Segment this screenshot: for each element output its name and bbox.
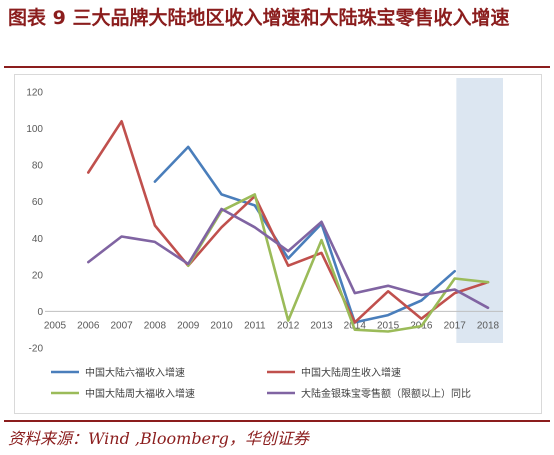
- forecast-highlight-band: [456, 78, 503, 343]
- series-line-1: [153, 145, 457, 324]
- y-tick-label: 80: [32, 161, 44, 172]
- x-tick-label: 2015: [377, 320, 400, 331]
- x-tick-label: 2005: [44, 320, 67, 331]
- y-tick-label: 20: [32, 270, 44, 281]
- line-chart: -20 0 20 40 60 80 100 120 2005 2006 2007 2008 2009 20…: [26, 78, 503, 400]
- title-divider: [4, 66, 550, 68]
- x-tick-label: 2013: [310, 320, 333, 331]
- legend-label: 中国大陆六福收入增速: [85, 366, 185, 379]
- x-tick-label: 2009: [177, 320, 200, 331]
- legend-label: 中国大陆周生收入增速: [301, 366, 401, 379]
- y-tick-label: 60: [32, 197, 44, 208]
- footer-divider: [4, 420, 550, 422]
- series-line-2: [87, 119, 490, 324]
- legend-label: 大陆金银珠宝零售额（限额以上）同比: [301, 387, 471, 400]
- y-tick-label: 0: [37, 307, 43, 318]
- y-tick-label: 40: [32, 234, 44, 245]
- x-tick-label: 2006: [77, 320, 100, 331]
- x-tick-label: 2017: [444, 320, 467, 331]
- y-tick-label: 120: [26, 88, 43, 99]
- source-note: 资料来源：Wind ,Bloomberg，华创证券: [8, 429, 309, 448]
- x-tick-label: 2011: [244, 320, 266, 331]
- y-tick-label: -20: [29, 344, 44, 355]
- x-tick-label: 2007: [110, 320, 133, 331]
- series-line-3: [186, 193, 490, 333]
- x-tick-label: 2014: [344, 320, 367, 331]
- figure-title: 图表 9 三大品牌大陆地区收入增速和大陆珠宝零售收入增速: [8, 7, 510, 29]
- x-tick-label: 2010: [210, 320, 233, 331]
- y-tick-label: 100: [26, 124, 43, 135]
- x-tick-label: 2012: [277, 320, 300, 331]
- legend-label: 中国大陆周大福收入增速: [85, 387, 195, 400]
- x-tick-label: 2018: [477, 320, 500, 331]
- chart-container: -20 0 20 40 60 80 100 120 2005 2006 2007 2008 2009 20…: [14, 74, 542, 414]
- x-tick-label: 2008: [144, 320, 167, 331]
